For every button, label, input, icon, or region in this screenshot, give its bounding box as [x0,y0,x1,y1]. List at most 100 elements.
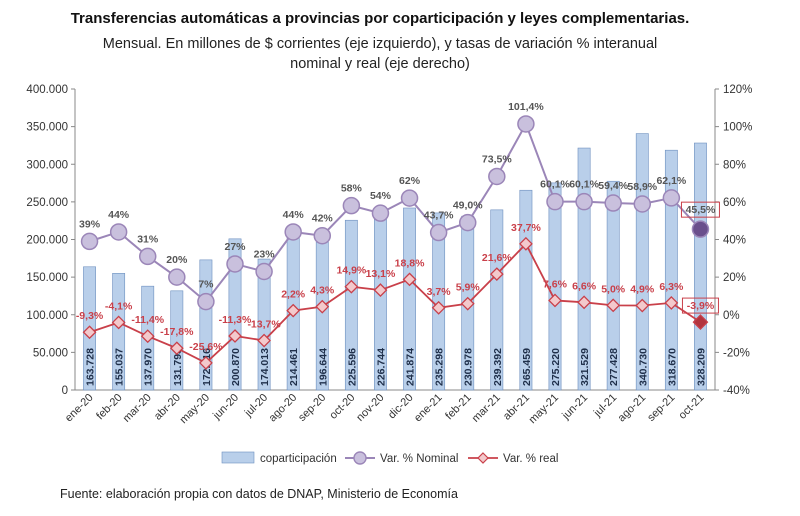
right-tick-label: 40% [723,235,746,247]
marker-real [548,293,562,308]
real-data-label: -11,3% [219,314,252,326]
real-data-label: 2,2% [281,289,306,301]
real-data-label: 6,6% [572,280,597,292]
marker-real [373,283,388,298]
real-data-label: 14,9% [336,265,366,277]
bar-coparticipacion [403,207,416,391]
marker-nominal [138,247,157,266]
real-data-label: 6,3% [659,281,684,293]
bar-coparticipacion [170,290,184,391]
real-data-label: -11,4% [131,314,164,326]
bar-value-label: 277.428 [608,348,620,386]
marker-real [606,298,621,313]
marker-nominal [284,223,302,241]
legend-swatch-real-marker [477,452,489,464]
x-tick-label: feb-21 [443,392,474,423]
real-data-label: 4,3% [310,285,335,297]
bar-coparticipacion [344,219,358,391]
bar-coparticipacion [606,180,620,391]
marker-real [344,279,359,294]
left-tick-label: 250.000 [26,197,68,209]
right-tick-label: 0% [723,310,740,322]
marker-real [140,329,155,344]
marker-nominal [429,223,448,242]
x-tick-label: mar-21 [470,392,503,425]
left-tick-label: 50.000 [33,347,68,359]
nominal-data-label: 23% [254,248,276,260]
marker-real [315,299,330,314]
nominal-data-label: 62% [399,175,421,187]
marker-nominal [80,232,99,251]
right-tick-label: 60% [723,197,746,209]
real-data-label: 7,6% [543,278,568,290]
marker-real [460,296,475,311]
real-data-label: 18,8% [395,257,425,269]
marker-real [402,272,417,287]
marker-nominal [226,255,244,273]
bar-coparticipacion [228,238,242,391]
x-tick-label: ago-20 [267,392,300,425]
bar-value-label: 275.220 [550,348,562,386]
bar-coparticipacion [257,258,271,391]
x-tick-label: nov-20 [354,392,386,424]
marker-nominal [546,192,564,211]
marker-real [82,325,97,340]
nominal-data-label: 58,9% [627,181,657,193]
marker-nominal [109,223,128,241]
bar-value-label: 196.644 [317,348,329,386]
real-data-label: -9,3% [76,310,104,322]
nominal-data-label: 39% [79,218,101,230]
real-data-label: -3,9% [687,300,715,312]
x-tick-label: jun-20 [210,392,241,423]
marker-real [518,236,533,251]
real-data-label: -25,6% [189,341,223,353]
bar-value-label: 241.874 [405,348,417,386]
nominal-data-label: 60,1% [540,179,570,191]
x-tick-label: oct-20 [327,392,357,422]
marker-real [431,300,446,315]
bar-value-label: 225.596 [346,348,358,386]
marker-real [198,355,213,370]
real-data-label: 5,9% [456,282,481,294]
marker-nominal [458,213,477,232]
real-data-label: 3,7% [427,286,452,298]
nominal-data-label: 49,0% [453,200,483,212]
chart-title: Transferencias automáticas a provincias … [70,10,690,27]
left-tick-label: 400.000 [26,84,68,96]
left-tick-label: 0 [62,385,68,397]
bar-coparticipacion [199,259,213,391]
right-tick-label: -40% [723,385,750,397]
marker-real [286,303,301,318]
marker-nominal [342,196,361,215]
marker-real [228,329,242,343]
marker-real [111,315,126,330]
legend-label-bar: coparticipación [260,453,337,465]
marker-nominal [168,268,186,286]
bar-value-label: 239.392 [492,348,504,386]
nominal-data-label: 101,4% [508,101,544,113]
highlight-box-nominal [680,201,720,218]
marker-nominal [255,262,273,281]
bar-value-label: 155.037 [114,348,126,386]
nominal-data-label: 73,5% [482,153,512,165]
right-tick-label: 120% [723,84,752,96]
nominal-data-label: 43,7% [424,210,454,222]
line-real [89,242,701,364]
bar-value-label: 328.209 [695,348,707,386]
marker-real [257,333,272,348]
right-tick-label: 20% [723,272,746,284]
right-tick-label: -20% [723,347,750,359]
real-data-label: -4,1% [105,300,133,312]
subtitle-line-1: Mensual. En millones de $ corrientes (ej… [102,36,658,52]
chart-subtitle: Mensual. En millones de $ corrientes (ej… [60,34,700,74]
marker-nominal [400,189,419,207]
real-data-label: 5,0% [601,283,626,295]
bar-value-label: 131.793 [172,348,184,386]
bar-value-label: 226.744 [375,348,387,386]
marker-nominal [604,194,622,212]
marker-real [664,295,679,310]
nominal-data-label: 44% [283,209,305,221]
marker-nominal [197,292,215,311]
x-tick-label: jun-21 [559,392,590,423]
